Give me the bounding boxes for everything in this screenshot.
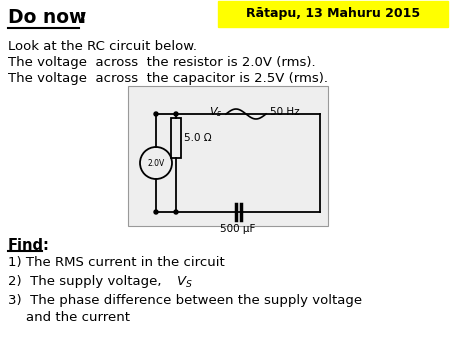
Text: :: : bbox=[79, 8, 86, 27]
Text: 2.0V: 2.0V bbox=[148, 159, 165, 168]
Circle shape bbox=[174, 112, 178, 116]
Text: :: : bbox=[42, 238, 48, 253]
Circle shape bbox=[154, 210, 158, 214]
Text: Do now: Do now bbox=[8, 8, 86, 27]
Bar bbox=[171, 118, 181, 158]
Text: 1) The RMS current in the circuit: 1) The RMS current in the circuit bbox=[8, 256, 225, 269]
Text: 3)  The phase difference between the supply voltage: 3) The phase difference between the supp… bbox=[8, 294, 362, 307]
Text: The voltage  across  the resistor is 2.0V (rms).: The voltage across the resistor is 2.0V … bbox=[8, 56, 315, 69]
Text: 2)  The supply voltage,: 2) The supply voltage, bbox=[8, 275, 170, 288]
Text: $V_s$: $V_s$ bbox=[208, 105, 222, 119]
Text: $V_S$: $V_S$ bbox=[176, 275, 193, 290]
Text: The voltage  across  the capacitor is 2.5V (rms).: The voltage across the capacitor is 2.5V… bbox=[8, 72, 328, 85]
FancyBboxPatch shape bbox=[218, 1, 448, 27]
Text: 5.0 Ω: 5.0 Ω bbox=[184, 133, 211, 143]
Circle shape bbox=[154, 112, 158, 116]
Text: 500 μF: 500 μF bbox=[220, 224, 256, 234]
Circle shape bbox=[174, 210, 178, 214]
Text: Rātapu, 13 Mahuru 2015: Rātapu, 13 Mahuru 2015 bbox=[246, 7, 420, 21]
FancyBboxPatch shape bbox=[128, 86, 328, 226]
Text: 50 Hz: 50 Hz bbox=[270, 107, 300, 117]
Text: Find: Find bbox=[8, 238, 44, 253]
Text: Look at the RC circuit below.: Look at the RC circuit below. bbox=[8, 40, 197, 53]
Text: and the current: and the current bbox=[26, 311, 130, 324]
